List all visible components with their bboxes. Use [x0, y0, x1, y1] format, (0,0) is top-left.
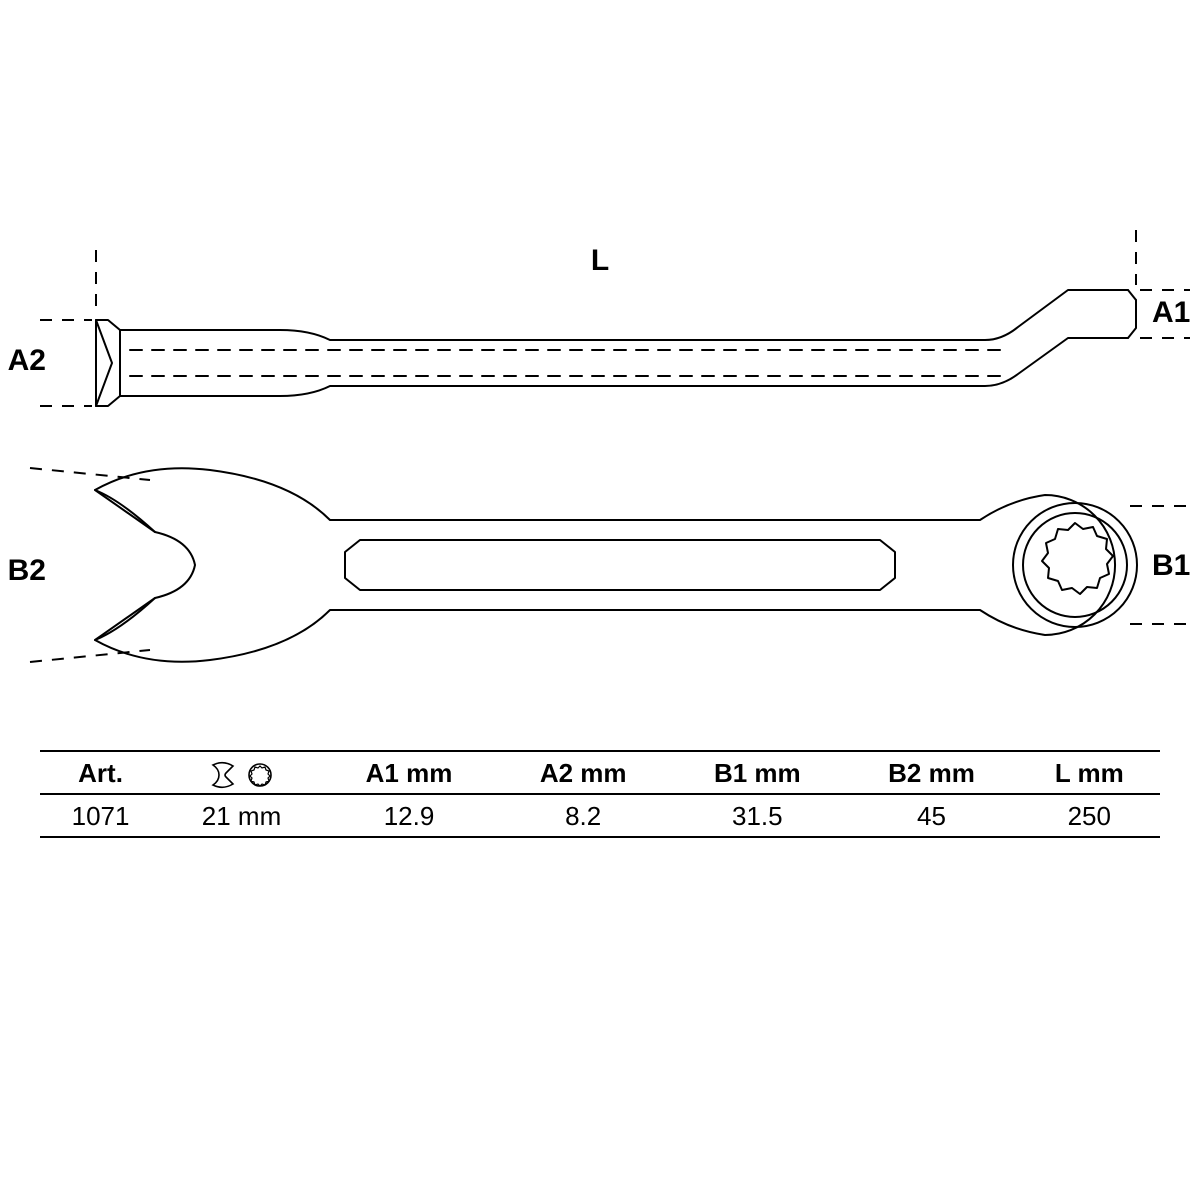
- top-view-dims: [30, 468, 1190, 662]
- technical-drawing: L A2 A1 B2 B1: [0, 0, 1200, 740]
- side-view: [96, 290, 1136, 410]
- col-size: [161, 751, 322, 794]
- label-A2: A2: [8, 344, 46, 377]
- spec-table: Art. A1 mm A2 mm B1 mm B2 mm L mm 1071: [40, 750, 1160, 838]
- cell-size: 21 mm: [161, 794, 322, 837]
- col-l: L mm: [1019, 751, 1160, 794]
- cell-b2: 45: [844, 794, 1018, 837]
- table-row: 1071 21 mm 12.9 8.2 31.5 45 250: [40, 794, 1160, 837]
- side-view-dims: [40, 230, 1190, 406]
- cell-b1: 31.5: [670, 794, 844, 837]
- col-a2: A2 mm: [496, 751, 670, 794]
- col-b2: B2 mm: [844, 751, 1018, 794]
- table-header-row: Art. A1 mm A2 mm B1 mm B2 mm L mm: [40, 751, 1160, 794]
- cell-l: 250: [1019, 794, 1160, 837]
- col-b1: B1 mm: [670, 751, 844, 794]
- cell-a2: 8.2: [496, 794, 670, 837]
- label-B1: B1: [1152, 549, 1190, 582]
- cell-a1: 12.9: [322, 794, 496, 837]
- label-B2: B2: [8, 554, 46, 587]
- label-A1: A1: [1152, 296, 1190, 329]
- col-a1: A1 mm: [322, 751, 496, 794]
- col-art: Art.: [40, 751, 161, 794]
- label-L: L: [591, 244, 609, 277]
- top-view: [95, 468, 1137, 662]
- cell-art: 1071: [40, 794, 161, 837]
- ring-end-icon: [246, 761, 274, 789]
- open-end-icon: [209, 761, 239, 789]
